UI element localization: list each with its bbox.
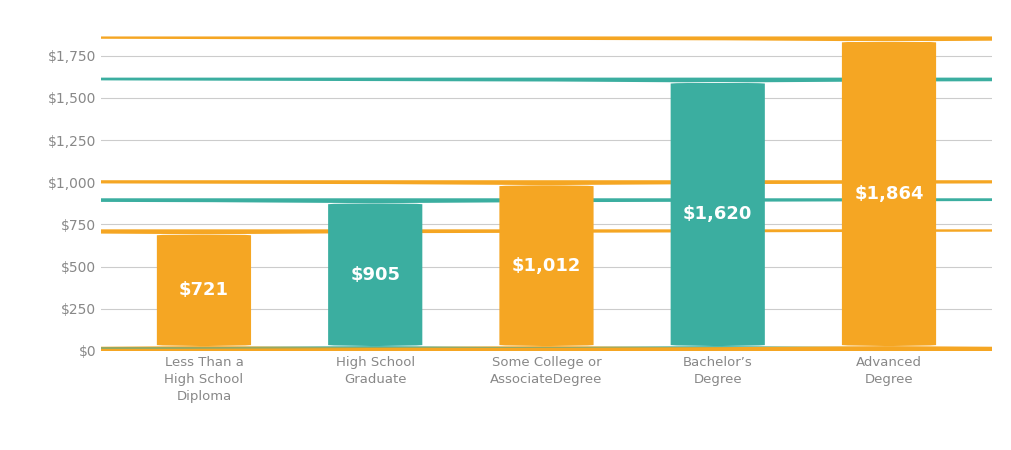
FancyBboxPatch shape	[0, 198, 1011, 351]
FancyBboxPatch shape	[0, 36, 1011, 351]
Text: $1,012: $1,012	[512, 256, 580, 274]
FancyBboxPatch shape	[0, 77, 1011, 351]
Text: $721: $721	[179, 281, 228, 299]
FancyBboxPatch shape	[0, 180, 1011, 351]
FancyBboxPatch shape	[0, 230, 1011, 351]
Text: $1,864: $1,864	[853, 185, 923, 202]
Text: $905: $905	[350, 266, 399, 284]
Text: $1,620: $1,620	[682, 205, 752, 223]
